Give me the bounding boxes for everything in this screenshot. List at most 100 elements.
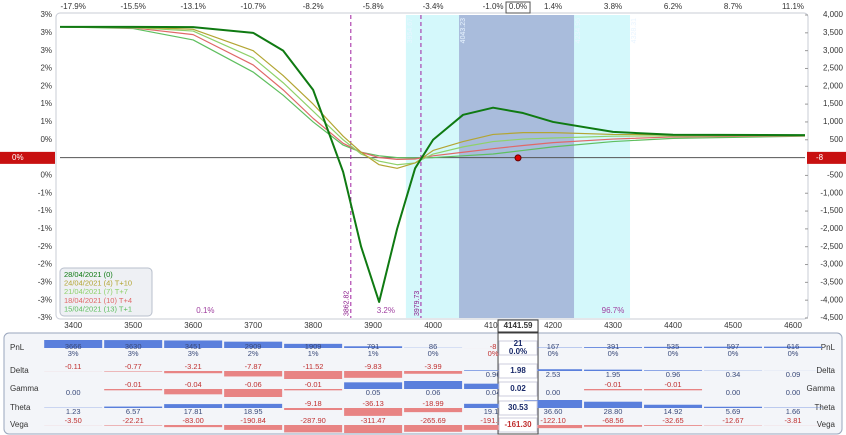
greek-bar [284,425,343,433]
y-tick-label: -1,500 [820,206,843,215]
x-top-label: -3.4% [423,2,444,11]
greek-bar [584,347,643,348]
greek-bar [104,389,163,391]
greek-value: -0.01 [664,380,681,389]
greek-bar [104,425,163,426]
greek-value: 1.23 [66,407,81,416]
row-name: PnL [10,343,25,352]
greek-pct: 3% [68,349,79,358]
row-name: PnL [821,343,836,352]
greek-value: 19.15 [484,407,503,416]
y-pct-label: 3% [40,10,52,19]
payoff-line [60,25,806,303]
x-top-label: -15.5% [121,2,146,11]
y-tick-label: 3,000 [823,46,844,55]
greek-value: -8 [490,342,497,351]
current-dot [514,154,522,162]
legend-entry: 18/04/2021 (10) T+4 [64,296,132,305]
y-pct-label: 0% [40,135,52,144]
greek-value: -11.52 [303,362,324,371]
row-name: Vega [10,420,29,429]
greek-pct: 0% [548,349,559,358]
x-tick-label: 4500 [724,321,742,330]
greek-value: 3630 [125,342,142,351]
greek-bar [104,371,163,372]
current-pct: 0% [12,153,24,162]
greek-pct: 3% [128,349,139,358]
greek-bar [284,389,343,391]
row-name: Theta [815,403,836,412]
y-tick-label: 1,000 [823,117,844,126]
greek-value: -287.90 [300,416,325,425]
y-tick-label: 2,500 [823,64,844,73]
current-pnl-box [807,151,846,164]
greek-value: 28.80 [604,407,623,416]
current-greek-box [498,417,538,433]
y-tick-label: -500 [827,171,844,180]
greek-pct: 0% [788,349,799,358]
greek-value: 0.00 [66,388,81,397]
current-greek-box [498,363,538,379]
band-edge-label: 4043.23 [460,18,467,43]
greek-bar [224,425,283,430]
greek-value: 167 [547,342,560,351]
x-tick-label: 3700 [244,321,262,330]
y-pct-label: 0% [40,171,52,180]
greek-value: 0.96 [486,370,501,379]
greek-bar [104,340,163,348]
sd-band [459,15,575,318]
greek-value: 5.69 [726,407,741,416]
greek-bar [464,370,523,371]
x-tick-label: 4600 [784,321,802,330]
band-edge-label: 3954.67 [407,18,414,43]
greek-value: 2909 [245,342,262,351]
greek-value: 17.81 [184,407,203,416]
greek-value: -12.67 [722,416,743,425]
y-pct-label: -3% [38,295,52,304]
payoff-line [59,26,806,160]
greek-value: -68.56 [602,416,623,425]
x-tick-label: 4200 [544,321,562,330]
y-pct-label: -1% [38,206,52,215]
y-tick-label: 4,000 [823,10,844,19]
greek-value: 3666 [65,342,82,351]
greek-bar [164,404,223,408]
legend-entry: 15/04/2021 (13) T+1 [64,304,132,313]
current-change-box [505,1,531,14]
y-pct-label: 1% [40,99,52,108]
payoff-line [59,26,806,166]
current-greek-box [498,340,538,356]
greek-bar [344,425,403,433]
greek-bar [764,346,823,348]
row-name: Vega [817,420,836,429]
greek-bar [704,346,763,348]
greek-value: -0.11 [65,362,82,371]
y-pct-label: 1% [40,117,52,126]
greek-value: -191.20 [480,416,505,425]
x-tick-label: 4400 [664,321,682,330]
greek-value: -3.99 [425,362,442,371]
zone-probability: 96.7% [602,306,625,315]
x-top-label: 1.4% [544,2,562,11]
greek-bar [524,369,583,371]
greek-value: -36.13 [362,399,383,408]
greek-bar [404,371,463,374]
current-change: 0.0% [509,2,527,11]
greek-bar [164,389,223,395]
greek-bar [164,371,223,374]
greek-pct: 2% [248,349,259,358]
greek-bar [644,370,703,371]
greek-bar [344,382,403,389]
current-price-box [497,319,539,333]
greek-bar [344,371,403,378]
greek-bar [524,425,583,429]
y-pct-label: -1% [38,188,52,197]
greek-bar [464,425,523,430]
y-tick-label: 1,500 [823,99,844,108]
greek-value: -9.83 [365,362,382,371]
greek-pct: 0% [728,349,739,358]
greek-bar [344,346,403,348]
greek-value: 18.95 [244,407,263,416]
greek-bar [44,340,103,348]
y-tick-label: -4,000 [820,295,843,304]
